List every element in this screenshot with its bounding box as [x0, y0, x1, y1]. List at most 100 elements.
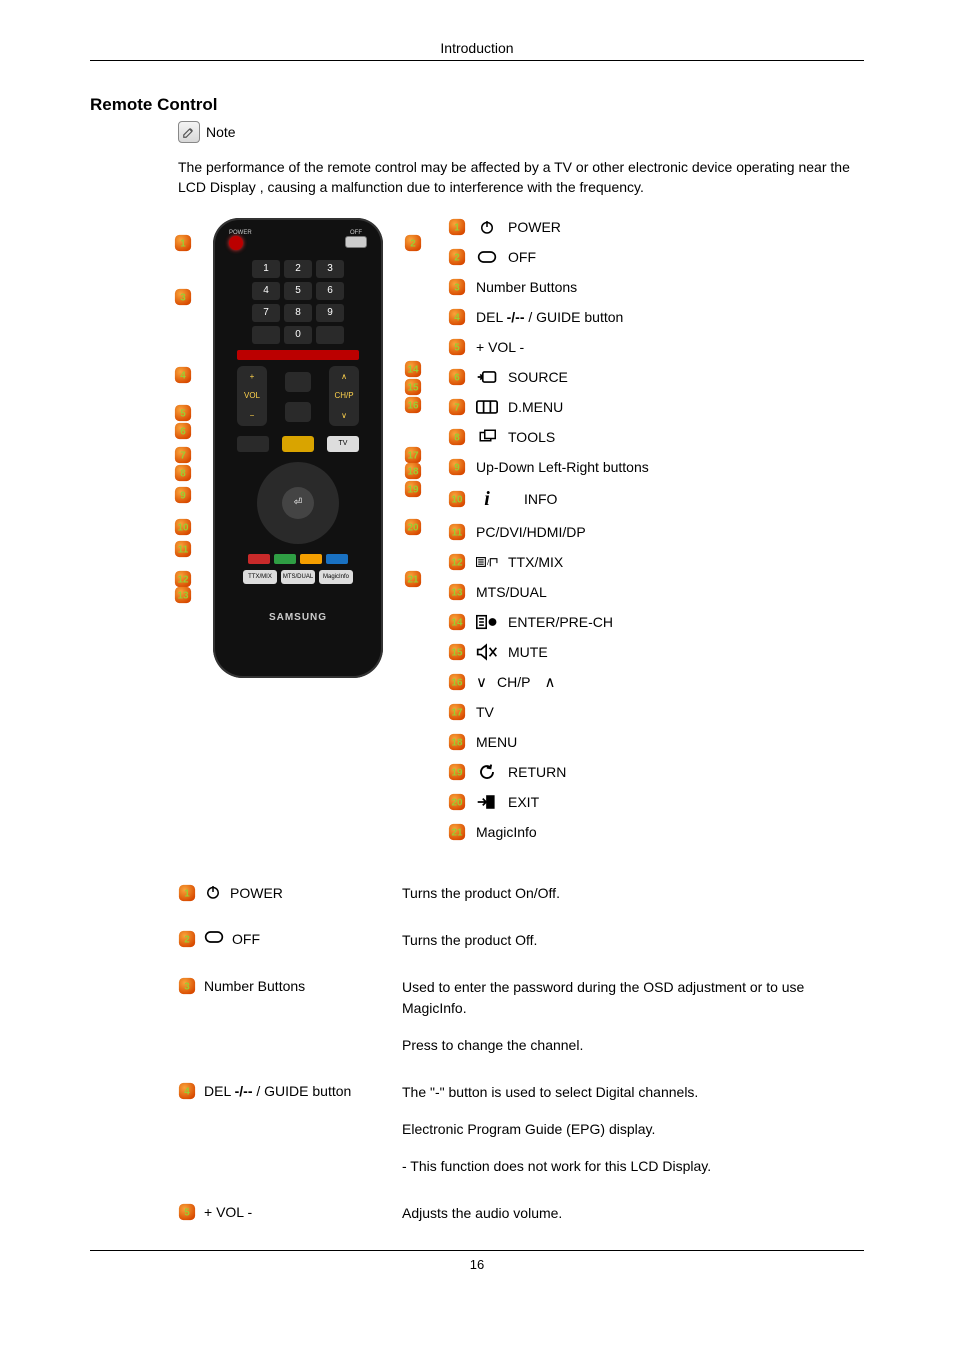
legend-badge: 9 — [448, 458, 466, 476]
svg-text:14: 14 — [408, 364, 419, 375]
desc-label-text: POWER — [230, 885, 283, 901]
legend-badge: 20 — [448, 793, 466, 811]
callout-badge: 1 — [174, 234, 192, 252]
legend-item: 20 EXIT — [448, 793, 864, 811]
desc-label-text: DEL -/-- / GUIDE button — [204, 1083, 351, 1099]
svg-text:12: 12 — [178, 574, 189, 585]
info-icon: i — [476, 488, 498, 511]
svg-text:11: 11 — [452, 527, 463, 538]
svg-text:15: 15 — [408, 382, 419, 393]
svg-text:12: 12 — [452, 557, 463, 568]
svg-text:21: 21 — [452, 827, 463, 838]
legend-badge: 2 — [448, 248, 466, 266]
off-button-icon — [345, 236, 367, 248]
desc-badge: 1 — [178, 884, 196, 902]
svg-text:4: 4 — [184, 1086, 190, 1097]
legend-label: TV — [476, 704, 494, 720]
legend-badge: 17 — [448, 703, 466, 721]
svg-text:20: 20 — [452, 797, 463, 808]
legend-item: 6 SOURCE — [448, 368, 864, 386]
legend-badge: 21 — [448, 823, 466, 841]
svg-text:6: 6 — [180, 426, 186, 437]
legend-label: DEL -/-- / GUIDE button — [476, 309, 623, 325]
legend-label: OFF — [508, 249, 536, 265]
callout-badge: 19 — [404, 480, 422, 498]
svg-text:1: 1 — [184, 889, 190, 900]
svg-text:6: 6 — [454, 372, 460, 383]
callout-badge: 4 — [174, 366, 192, 384]
note-label: Note — [206, 124, 236, 140]
svg-text:3: 3 — [184, 981, 190, 992]
legend-badge: 16 — [448, 673, 466, 691]
svg-text:10: 10 — [178, 522, 189, 533]
legend-badge: 5 — [448, 338, 466, 356]
note-pencil-icon — [178, 121, 200, 143]
remote-bottom-button: MTS/DUAL — [281, 570, 315, 584]
svg-text:16: 16 — [408, 400, 419, 411]
legend-item: 7 D.MENU — [448, 398, 864, 416]
svg-text:4: 4 — [180, 370, 186, 381]
legend-item: 9 Up-Down Left-Right buttons — [448, 458, 864, 476]
legend-badge: 6 — [448, 368, 466, 386]
legend-label: CH/P — [497, 674, 530, 690]
remote-bottom-button: TTX/MIX — [243, 570, 277, 584]
desc-badge: 3 — [178, 977, 196, 995]
legend-item: 10 i INFO — [448, 488, 864, 511]
legend-item: 18 MENU — [448, 733, 864, 751]
svg-text:7: 7 — [180, 450, 186, 461]
legend-list: 1 POWER 2 OFF 3 Number Buttons 4 DEL -/-… — [448, 218, 864, 853]
footer-rule — [90, 1250, 864, 1251]
page-header-title: Introduction — [90, 40, 864, 56]
desc-badge: 4 — [178, 1082, 196, 1100]
callout-badge: 6 — [174, 422, 192, 440]
description-row: 5 + VOL - Adjusts the audio volume. — [178, 1203, 864, 1224]
legend-item: 8 TOOLS — [448, 428, 864, 446]
svg-text:7: 7 — [454, 402, 460, 413]
svg-text:15: 15 — [452, 647, 463, 658]
callout-badge: 8 — [174, 464, 192, 482]
ring-icon — [204, 930, 224, 947]
callout-badge: 16 — [404, 396, 422, 414]
legend-label: TOOLS — [508, 429, 555, 445]
ttx-icon: / — [476, 554, 498, 570]
note-row: Note — [178, 121, 864, 143]
legend-badge: 8 — [448, 428, 466, 446]
legend-badge: 11 — [448, 523, 466, 541]
callout-badge: 13 — [174, 586, 192, 604]
section-heading: Remote Control — [90, 95, 864, 115]
legend-item: 4 DEL -/-- / GUIDE button — [448, 308, 864, 326]
svg-text:10: 10 — [452, 495, 463, 506]
desc-label-text: OFF — [232, 931, 260, 947]
return-icon — [476, 763, 498, 781]
svg-text:21: 21 — [408, 574, 419, 585]
callout-badge: 21 — [404, 570, 422, 588]
header-rule — [90, 60, 864, 61]
legend-label: EXIT — [508, 794, 539, 810]
svg-text:2: 2 — [184, 934, 190, 945]
svg-text:3: 3 — [454, 282, 460, 293]
legend-label: POWER — [508, 219, 561, 235]
legend-item: 14 ENTER/PRE-CH — [448, 613, 864, 631]
callout-badge: 3 — [174, 288, 192, 306]
legend-badge: 19 — [448, 763, 466, 781]
legend-badge: 1 — [448, 218, 466, 236]
description-row: 1 POWER Turns the product On/Off. — [178, 883, 864, 904]
legend-item: 2 OFF — [448, 248, 864, 266]
svg-text:2: 2 — [410, 238, 416, 249]
legend-label: D.MENU — [508, 399, 563, 415]
callout-badge: 5 — [174, 404, 192, 422]
legend-item: 19 RETURN — [448, 763, 864, 781]
legend-item: 17 TV — [448, 703, 864, 721]
callout-badge: 7 — [174, 446, 192, 464]
remote-diagram: 1 3 4 5 6 7 — [178, 218, 418, 853]
remote-bottom-button: MagicInfo — [319, 570, 353, 584]
source-icon — [476, 369, 498, 385]
svg-text:5: 5 — [454, 342, 460, 353]
legend-label: + VOL - — [476, 339, 524, 355]
callout-badge: 9 — [174, 486, 192, 504]
legend-label: PC/DVI/HDMI/DP — [476, 524, 586, 540]
svg-text:20: 20 — [408, 522, 419, 533]
description-row: 2 OFF Turns the product Off. — [178, 930, 864, 951]
legend-label: SOURCE — [508, 369, 568, 385]
svg-text:5: 5 — [180, 408, 186, 419]
